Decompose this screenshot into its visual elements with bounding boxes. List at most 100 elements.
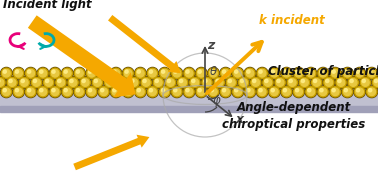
Circle shape — [335, 77, 347, 88]
Circle shape — [136, 88, 144, 96]
Circle shape — [149, 69, 156, 77]
Circle shape — [110, 67, 122, 79]
Circle shape — [317, 67, 329, 79]
Circle shape — [256, 86, 268, 98]
Circle shape — [336, 77, 346, 88]
Circle shape — [8, 79, 16, 86]
Circle shape — [239, 77, 249, 88]
Circle shape — [6, 77, 18, 88]
Circle shape — [246, 69, 254, 77]
Circle shape — [305, 67, 317, 79]
Text: Cluster of particles: Cluster of particles — [268, 65, 378, 78]
Circle shape — [159, 67, 170, 79]
Circle shape — [244, 86, 256, 98]
Circle shape — [178, 77, 188, 88]
Circle shape — [313, 79, 321, 86]
Circle shape — [332, 70, 335, 73]
Circle shape — [356, 88, 363, 96]
Circle shape — [311, 77, 322, 88]
Circle shape — [195, 67, 207, 79]
Circle shape — [94, 79, 98, 83]
Circle shape — [98, 86, 110, 98]
Circle shape — [204, 79, 207, 83]
Circle shape — [210, 70, 214, 73]
Circle shape — [210, 69, 217, 77]
Circle shape — [52, 70, 55, 73]
Circle shape — [372, 77, 378, 88]
Circle shape — [318, 68, 328, 78]
Circle shape — [153, 77, 164, 88]
Circle shape — [238, 77, 249, 88]
Circle shape — [307, 88, 314, 96]
Circle shape — [111, 87, 121, 97]
Circle shape — [160, 87, 170, 97]
Circle shape — [0, 79, 4, 86]
Circle shape — [155, 79, 158, 83]
Circle shape — [233, 68, 243, 78]
Circle shape — [245, 87, 255, 97]
Circle shape — [184, 87, 194, 97]
Circle shape — [318, 87, 328, 97]
Circle shape — [135, 67, 146, 79]
Circle shape — [27, 69, 34, 77]
Circle shape — [268, 67, 280, 79]
Circle shape — [337, 79, 345, 86]
Circle shape — [271, 89, 274, 92]
Text: k incident: k incident — [259, 14, 325, 27]
Circle shape — [307, 69, 314, 77]
Circle shape — [7, 77, 17, 88]
Circle shape — [124, 69, 132, 77]
Circle shape — [191, 79, 199, 86]
Circle shape — [143, 79, 146, 83]
Circle shape — [295, 88, 302, 96]
Circle shape — [338, 79, 341, 83]
Circle shape — [92, 77, 102, 88]
Circle shape — [313, 79, 317, 83]
Circle shape — [220, 87, 231, 97]
Circle shape — [184, 68, 194, 78]
Circle shape — [70, 79, 73, 83]
Circle shape — [325, 79, 333, 86]
Circle shape — [269, 87, 279, 97]
Circle shape — [137, 70, 140, 73]
Circle shape — [366, 86, 378, 98]
Circle shape — [123, 68, 133, 78]
Circle shape — [306, 68, 316, 78]
Circle shape — [111, 68, 121, 78]
Text: φ: φ — [212, 94, 220, 107]
Circle shape — [320, 89, 323, 92]
Circle shape — [0, 77, 6, 88]
Circle shape — [251, 77, 261, 88]
Circle shape — [40, 89, 43, 92]
Circle shape — [195, 86, 207, 98]
Circle shape — [189, 77, 201, 88]
Text: x: x — [236, 113, 244, 126]
Circle shape — [45, 79, 49, 83]
Circle shape — [281, 87, 291, 97]
Circle shape — [21, 79, 24, 83]
Circle shape — [68, 77, 78, 88]
Circle shape — [208, 86, 219, 98]
Circle shape — [167, 79, 170, 83]
Circle shape — [359, 77, 371, 88]
Circle shape — [76, 70, 79, 73]
Circle shape — [43, 77, 54, 88]
Circle shape — [349, 79, 357, 86]
Circle shape — [208, 67, 219, 79]
Circle shape — [319, 69, 327, 77]
Circle shape — [74, 87, 85, 97]
Circle shape — [299, 77, 310, 88]
Circle shape — [166, 77, 176, 88]
Circle shape — [26, 68, 36, 78]
Circle shape — [149, 70, 153, 73]
Circle shape — [87, 68, 97, 78]
Circle shape — [88, 70, 91, 73]
Circle shape — [64, 88, 71, 96]
Circle shape — [31, 77, 42, 88]
Circle shape — [0, 77, 5, 88]
Circle shape — [185, 69, 193, 77]
Circle shape — [69, 79, 77, 86]
Circle shape — [367, 68, 377, 78]
Circle shape — [222, 88, 229, 96]
Circle shape — [367, 87, 377, 97]
